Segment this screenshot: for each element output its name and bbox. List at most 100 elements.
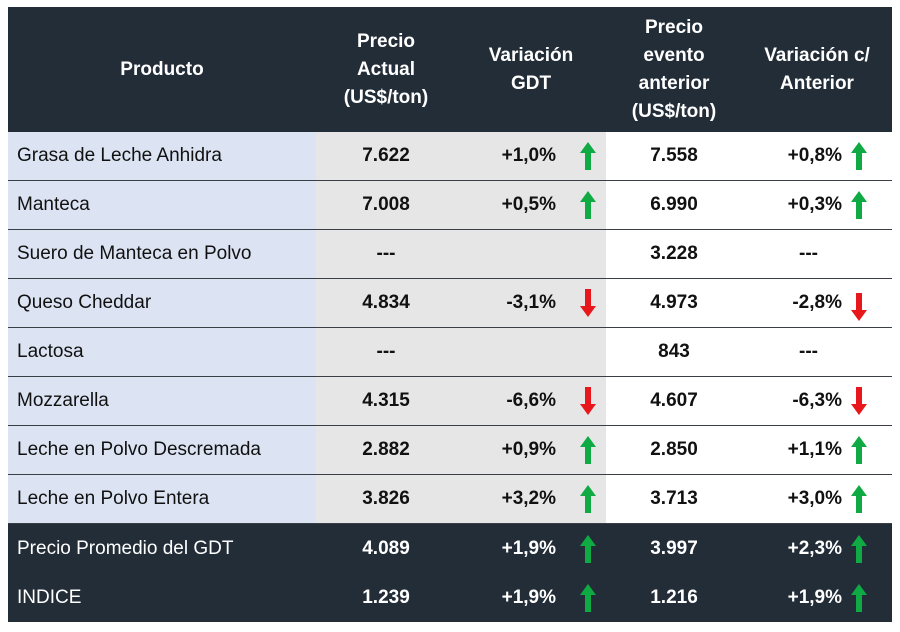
header-line: Variación	[488, 44, 574, 66]
up-arrow-icon	[851, 436, 867, 464]
header-variacion-gdt: Variación GDT	[456, 7, 606, 132]
up-arrow-icon	[580, 142, 596, 170]
down-arrow-icon	[851, 387, 867, 415]
variation-anterior: -6,3%	[742, 376, 892, 426]
header-line: anterior	[638, 72, 710, 94]
up-arrow-icon	[851, 485, 867, 513]
product-name: Manteca	[8, 180, 316, 230]
up-arrow-icon	[851, 583, 867, 612]
variation-gdt: +0,5%	[456, 180, 606, 230]
variation-gdt-value: -6,6%	[506, 390, 556, 411]
previous-price: 3.997	[606, 523, 742, 573]
variation-anterior: +2,3%	[742, 523, 892, 573]
product-name: Queso Cheddar	[8, 278, 316, 328]
variation-gdt: +0,9%	[456, 425, 606, 475]
header-line: Actual	[356, 58, 416, 80]
variation-gdt: -6,6%	[456, 376, 606, 426]
variation-gdt: -3,1%	[456, 278, 606, 328]
product-name: Lactosa	[8, 327, 316, 377]
header-variacion-anterior: Variación c/ Anterior	[742, 7, 892, 132]
down-arrow-icon	[851, 292, 867, 321]
up-arrow-icon	[580, 534, 596, 563]
product-name: Leche en Polvo Descremada	[8, 425, 316, 475]
up-arrow-icon	[851, 534, 867, 563]
variation-anterior-value: ---	[799, 341, 818, 362]
variation-anterior-value: +0,8%	[787, 145, 842, 166]
variation-gdt: +1,0%	[456, 132, 606, 181]
current-price: 4.315	[316, 376, 456, 426]
previous-price: 3.228	[606, 229, 742, 279]
variation-gdt	[456, 327, 606, 377]
previous-price: 6.990	[606, 180, 742, 230]
variation-gdt-value: +0,5%	[501, 194, 556, 215]
header-producto: Producto	[8, 7, 316, 132]
product-name: INDICE	[8, 573, 316, 622]
header-row: Producto Precio Actual (US$/ton) Variaci…	[8, 7, 892, 132]
header-producto-label: Producto	[120, 58, 204, 80]
variation-anterior-value: -2,8%	[792, 292, 842, 313]
table-row: Manteca 7.008 +0,5% 6.990 +0,3%	[8, 180, 892, 230]
variation-anterior: +3,0%	[742, 474, 892, 524]
table-row: Queso Cheddar 4.834 -3,1% 4.973 -2,8%	[8, 278, 892, 328]
variation-gdt: +1,9%	[456, 523, 606, 573]
variation-anterior: +0,3%	[742, 180, 892, 230]
variation-anterior: -2,8%	[742, 278, 892, 328]
current-price: 7.008	[316, 180, 456, 230]
table-row: Leche en Polvo Descremada 2.882 +0,9% 2.850…	[8, 425, 892, 475]
table-row: Suero de Manteca en Polvo --- 3.228 ---	[8, 229, 892, 279]
product-name: Grasa de Leche Anhidra	[8, 132, 316, 181]
up-arrow-icon	[580, 583, 596, 612]
gdt-price-table: Producto Precio Actual (US$/ton) Variaci…	[8, 7, 892, 622]
variation-anterior-value: -6,3%	[792, 390, 842, 411]
table-row: Lactosa --- 843 ---	[8, 327, 892, 377]
previous-price: 7.558	[606, 132, 742, 181]
down-arrow-icon	[580, 289, 596, 317]
variation-gdt-value: -3,1%	[506, 292, 556, 313]
table-row: Grasa de Leche Anhidra 7.622 +1,0% 7.558 +0,…	[8, 132, 892, 181]
variation-gdt-value: +1,9%	[501, 586, 556, 608]
up-arrow-icon	[580, 436, 596, 464]
variation-gdt: +3,2%	[456, 474, 606, 524]
header-line: (US$/ton)	[343, 86, 429, 108]
up-arrow-icon	[580, 191, 596, 219]
product-name: Mozzarella	[8, 376, 316, 426]
current-price: ---	[316, 229, 456, 279]
variation-anterior-value: +1,1%	[787, 439, 842, 460]
up-arrow-icon	[580, 485, 596, 513]
previous-price: 1.216	[606, 573, 742, 622]
variation-anterior: +1,9%	[742, 573, 892, 622]
header-line: Precio	[644, 16, 704, 38]
variation-gdt	[456, 229, 606, 279]
header-precio-anterior: Precio evento anterior (US$/ton)	[606, 7, 742, 132]
current-price: 4.089	[316, 523, 456, 573]
current-price: 1.239	[316, 573, 456, 622]
current-price: 3.826	[316, 474, 456, 524]
table-row: Mozzarella 4.315 -6,6% 4.607 -6,3%	[8, 376, 892, 426]
current-price: ---	[316, 327, 456, 377]
variation-gdt-value: +3,2%	[501, 488, 556, 509]
previous-price: 843	[606, 327, 742, 377]
variation-anterior-value: +2,3%	[787, 537, 842, 559]
variation-anterior-value: +1,9%	[787, 586, 842, 608]
summary-row: Precio Promedio del GDT 4.089 +1,9% 3.997 +2…	[8, 523, 892, 573]
previous-price: 2.850	[606, 425, 742, 475]
up-arrow-icon	[851, 191, 867, 219]
variation-anterior: ---	[742, 229, 892, 279]
down-arrow-icon	[580, 387, 596, 415]
product-name: Leche en Polvo Entera	[8, 474, 316, 524]
variation-anterior-value: +0,3%	[787, 194, 842, 215]
variation-gdt-value: +0,9%	[501, 439, 556, 460]
current-price: 4.834	[316, 278, 456, 328]
current-price: 2.882	[316, 425, 456, 475]
header-line: evento	[643, 44, 705, 66]
variation-gdt-value: +1,9%	[501, 537, 556, 559]
header-line: Anterior	[780, 72, 854, 94]
variation-anterior: +0,8%	[742, 132, 892, 181]
up-arrow-icon	[851, 142, 867, 170]
variation-gdt-value: +1,0%	[501, 145, 556, 166]
header-line: (US$/ton)	[631, 100, 717, 122]
header-line: Precio	[356, 30, 416, 52]
product-name: Suero de Manteca en Polvo	[8, 229, 316, 279]
variation-anterior-value: ---	[799, 243, 818, 264]
variation-anterior-value: +3,0%	[787, 488, 842, 509]
